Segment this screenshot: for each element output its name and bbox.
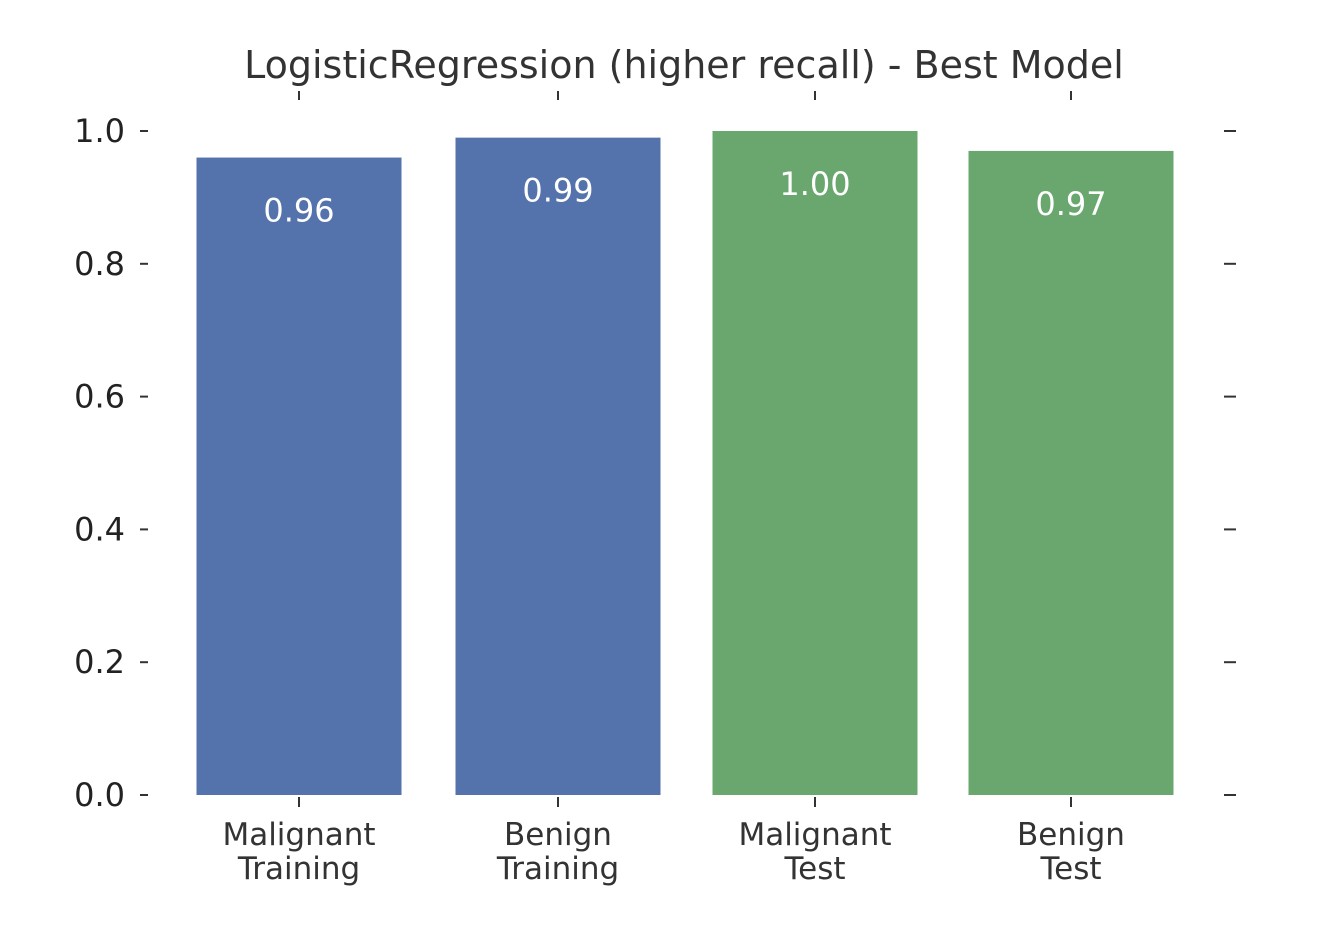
y-tick-label: 0.2 [74, 643, 125, 681]
x-tick-label: Malignant Training [222, 817, 375, 887]
bar-value-label: 0.97 [1035, 185, 1106, 223]
x-tick-label: Malignant Test [738, 817, 891, 887]
bar-value-label: 0.96 [263, 192, 334, 230]
x-axis: Malignant Training Benign Training Malignant… [222, 797, 1125, 887]
bar [712, 131, 918, 795]
y-tick-label: 1.0 [74, 112, 125, 150]
bar [968, 150, 1174, 796]
bar-value-label: 0.99 [522, 172, 593, 210]
y-tick-label: 0.4 [74, 510, 125, 548]
y-tick-label: 0.6 [74, 378, 125, 416]
bars-group [196, 131, 1174, 796]
bar-value-label: 1.00 [779, 165, 850, 203]
y-axis-right [1224, 130, 1236, 796]
top-axis-ticks [298, 91, 1072, 100]
x-tick-label: Benign Training [496, 817, 619, 887]
chart-title: LogisticRegression (higher recall) - Bes… [244, 43, 1124, 87]
y-tick-label: 0.8 [74, 245, 125, 283]
value-labels-group: 0.96 0.99 1.00 0.97 [263, 165, 1106, 230]
y-axis-left: 0.0 0.2 0.4 0.6 0.8 1.0 [74, 112, 148, 814]
y-tick-label: 0.0 [74, 776, 125, 814]
x-tick-label: Benign Test [1017, 817, 1125, 887]
bar [196, 157, 402, 795]
bar [455, 137, 661, 795]
